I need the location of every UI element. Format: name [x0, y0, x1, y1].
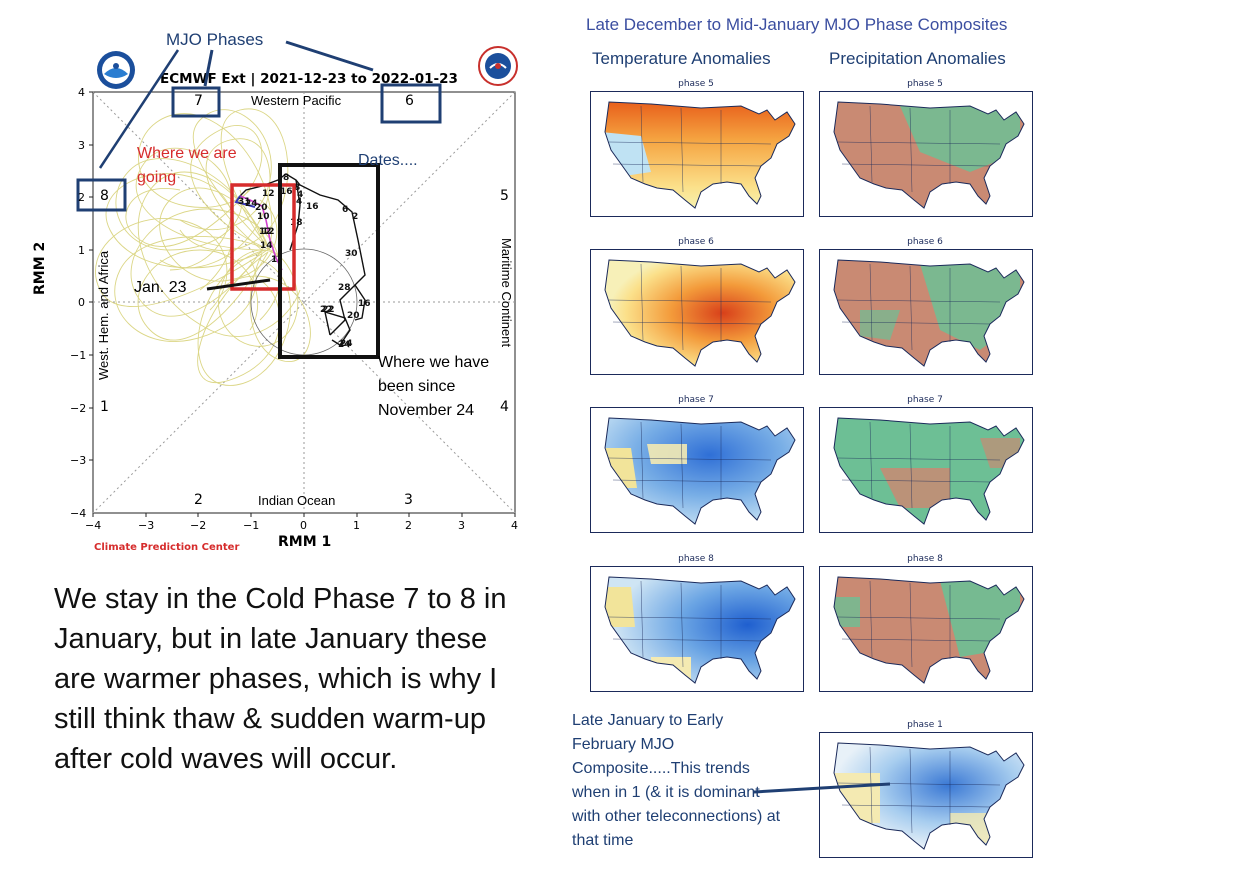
temp-phase-label: phase 8: [678, 554, 714, 564]
precip-phase-label: phase 6: [907, 237, 943, 247]
temp-map-phase-6: [590, 249, 804, 375]
x-tick: −3: [138, 519, 155, 532]
annotation-where-been: Where we have been since November 24: [378, 354, 490, 419]
precip-map-phase-5: [819, 91, 1033, 217]
region-bottom: Indian Ocean: [258, 493, 336, 508]
date-label: 22: [320, 305, 333, 315]
date-label: 8: [294, 183, 300, 193]
y-tick: 3: [78, 139, 85, 152]
date-label: 28: [338, 283, 351, 293]
y-tick: 2: [78, 191, 85, 204]
date-label: 8: [283, 173, 289, 183]
credit: Climate Prediction Center: [94, 542, 240, 553]
x-tick: 0: [300, 519, 307, 532]
rmm-phase-diagram: 31 8 16 4 12 24 18 20 10 22 6 24 8 16 4 …: [76, 40, 516, 517]
date-label: 30: [345, 249, 358, 259]
phase-number-1: 1: [100, 399, 109, 415]
precip-phase-label: phase 5: [907, 79, 943, 89]
region-top: Western Pacific: [251, 93, 342, 108]
date-label: 20: [255, 203, 268, 213]
date-label: 2: [352, 212, 358, 222]
y-tick: −4: [70, 507, 87, 520]
nws-logo: [478, 46, 518, 86]
x-tick: −2: [190, 519, 207, 532]
composites-title: Late December to Mid-January MJO Phase C…: [586, 15, 1008, 34]
phase-number-4: 4: [500, 399, 509, 415]
late-january-caption: Late January to Early February MJO Compo…: [572, 712, 781, 849]
date-label: 31: [238, 197, 251, 207]
temp-phase-label: phase 5: [678, 79, 714, 89]
date-label: 12: [262, 227, 275, 237]
region-left: West. Hem. and Africa: [96, 250, 111, 380]
date-label: 14: [260, 241, 273, 251]
annotation-where-going: Where we are going: [137, 145, 237, 186]
date-label: 6: [342, 205, 348, 215]
main-commentary: We stay in the Cold Phase 7 to 8 in Janu…: [54, 583, 507, 775]
precip-column-header: Precipitation Anomalies: [829, 49, 1006, 68]
x-tick: 1: [353, 519, 360, 532]
phase-number-8: 8: [100, 188, 109, 204]
phase-number-3: 3: [404, 492, 413, 508]
phase-number-2: 2: [194, 492, 203, 508]
annotation-dates: Dates....: [358, 152, 418, 169]
date-label: 16: [280, 187, 293, 197]
temp-phase-label: phase 7: [678, 395, 714, 405]
region-right: Maritime Continent: [499, 238, 514, 348]
temp-map-phase-1: [819, 732, 1033, 858]
date-label: 18: [290, 218, 303, 228]
date-label: 22: [322, 305, 335, 315]
mjo-plot-panel: ECMWF Ext | 2021-12-23 to 2022-01-23: [0, 0, 560, 570]
x-tick: −4: [85, 519, 102, 532]
annotation-jan23: Jan. 23: [134, 279, 187, 296]
date-label: 20: [347, 311, 360, 321]
precip-phase-label: phase 8: [907, 554, 943, 564]
date-label: 1: [271, 255, 277, 265]
x-axis-label: RMM 1: [278, 534, 332, 550]
temp-map-phase-7: [590, 407, 804, 533]
phase-number-6: 6: [405, 93, 414, 109]
annotation-mjo-phases: MJO Phases: [166, 30, 264, 49]
precip-map-phase-8: [819, 566, 1033, 692]
precip-phase-label: phase 7: [907, 395, 943, 405]
date-label: 24: [340, 339, 353, 349]
x-tick: 2: [405, 519, 412, 532]
date-label: 4: [297, 190, 303, 200]
caption-arrow: [753, 782, 891, 794]
y-axis-label: RMM 2: [32, 241, 48, 295]
date-label: 12: [262, 189, 275, 199]
date-label: 24: [245, 199, 258, 209]
late-phase-label: phase 1: [907, 720, 943, 730]
x-tick: −1: [243, 519, 260, 532]
date-label: 10: [257, 212, 270, 222]
temp-phase-label: phase 6: [678, 237, 714, 247]
temp-map-phase-5: [590, 91, 804, 217]
date-label: 16: [358, 299, 371, 309]
date-label: 4: [296, 197, 302, 207]
x-tick: 3: [458, 519, 465, 532]
plot-title: ECMWF Ext | 2021-12-23 to 2022-01-23: [160, 71, 458, 87]
temp-map-phase-8: [590, 566, 804, 692]
temp-column-header: Temperature Anomalies: [592, 49, 771, 68]
date-label: 24: [338, 340, 351, 350]
y-tick: −3: [70, 454, 87, 467]
y-tick: 0: [78, 296, 85, 309]
y-tick: 4: [78, 86, 85, 99]
precip-map-phase-6: [819, 249, 1033, 375]
phase-number-5: 5: [500, 188, 509, 204]
y-tick: 1: [78, 244, 85, 257]
y-tick: −1: [70, 349, 87, 362]
date-label: 16: [306, 202, 319, 212]
precip-map-phase-7: [819, 407, 1033, 533]
noaa-logo: [97, 51, 135, 89]
date-label: 12: [259, 227, 272, 237]
y-tick: −2: [70, 402, 87, 415]
phase-number-7: 7: [194, 93, 203, 109]
x-tick: 4: [511, 519, 518, 532]
